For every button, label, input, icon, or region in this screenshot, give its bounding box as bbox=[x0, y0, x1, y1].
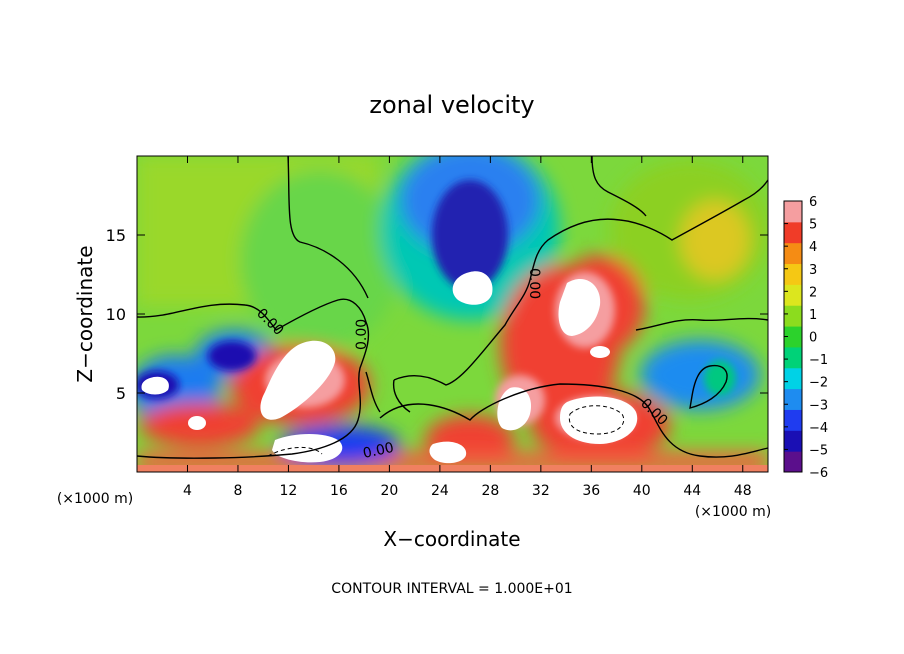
y-axis-label: Z−coordinate bbox=[73, 245, 97, 382]
y-axis: 5 10 15 bbox=[106, 226, 768, 403]
y-tick-label: 5 bbox=[116, 384, 126, 403]
velocity-field bbox=[137, 156, 768, 472]
x-tick-label: 36 bbox=[582, 483, 600, 499]
colorbar-tick-label: −4 bbox=[809, 421, 828, 436]
x-unit-right: (×1000 m) bbox=[695, 504, 771, 520]
x-tick-label: 4 bbox=[183, 483, 192, 499]
colorbar-swatch bbox=[784, 367, 802, 390]
colorbar-tick-label: 4 bbox=[809, 240, 817, 255]
colorbar-swatch bbox=[784, 221, 802, 244]
colorbar-tick-label: −5 bbox=[809, 443, 828, 458]
x-tick-label: 44 bbox=[683, 483, 701, 499]
colorbar: 6 5 4 3 2 1 0 −1 −2 −3 −4 −5 −6 bbox=[783, 195, 828, 481]
colorbar-swatch bbox=[784, 451, 802, 473]
colorbar-swatch bbox=[784, 284, 802, 306]
x-tick-label: 32 bbox=[532, 483, 550, 499]
colorbar-tick-label: 3 bbox=[809, 263, 817, 278]
contour-label: 0.00 bbox=[354, 319, 370, 350]
contour-label: 0.00 bbox=[526, 268, 542, 299]
y-tick-label: 10 bbox=[106, 305, 126, 324]
colorbar-tick-label: −6 bbox=[809, 466, 828, 481]
zero-contours bbox=[136, 155, 769, 459]
colorbar-swatch bbox=[784, 263, 802, 285]
x-axis: 4 8 12 16 20 24 28 32 36 40 44 48 bbox=[183, 156, 752, 499]
x-tick-label: 48 bbox=[734, 483, 752, 499]
colorbar-tick-label: −2 bbox=[809, 376, 828, 391]
colorbar-tick-label: 2 bbox=[809, 285, 817, 300]
x-tick-label: 28 bbox=[481, 483, 499, 499]
colorbar-swatch bbox=[784, 201, 802, 223]
x-tick-label: 24 bbox=[431, 483, 449, 499]
colorbar-swatch bbox=[784, 305, 802, 327]
colorbar-swatch bbox=[784, 326, 802, 348]
colorbar-swatch bbox=[784, 430, 802, 452]
colorbar-tick-label: −3 bbox=[809, 398, 828, 413]
x-tick-label: 8 bbox=[233, 483, 242, 499]
colorbar-swatch bbox=[784, 346, 802, 369]
x-tick-label: 16 bbox=[330, 483, 348, 499]
colorbar-swatch bbox=[784, 242, 802, 265]
colorbar-tick-label: 0 bbox=[809, 331, 817, 346]
y-tick-label: 15 bbox=[106, 226, 126, 245]
negative-contours bbox=[267, 405, 625, 457]
x-tick-label: 12 bbox=[280, 483, 298, 499]
contour-interval-note: CONTOUR INTERVAL = 1.000E+01 bbox=[331, 581, 572, 597]
x-axis-label: X−coordinate bbox=[383, 527, 520, 551]
colorbar-swatch bbox=[784, 388, 802, 410]
colorbar-tick-label: 5 bbox=[809, 218, 817, 233]
contour-label: 0.00 bbox=[362, 440, 396, 462]
colorbar-tick-label: 1 bbox=[809, 308, 817, 323]
x-tick-label: 20 bbox=[380, 483, 398, 499]
chart-title: zonal velocity bbox=[369, 91, 534, 119]
colorbar-tick-label: −1 bbox=[809, 353, 828, 368]
colorbar-swatch bbox=[784, 409, 802, 431]
x-unit-left: (×1000 m) bbox=[57, 491, 133, 507]
colorbar-tick-label: 6 bbox=[809, 195, 817, 210]
x-tick-label: 40 bbox=[633, 483, 651, 499]
